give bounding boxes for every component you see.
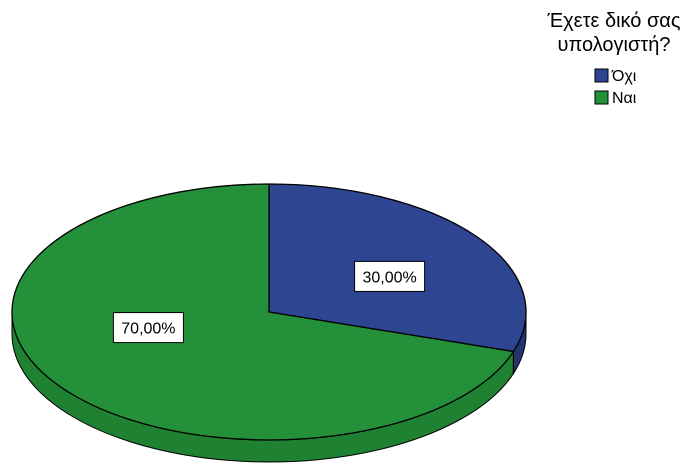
data-label-box-nai: [112, 312, 184, 344]
data-labels: 30,00% 70,00%: [112, 260, 426, 344]
legend-title-line-1: Έχετε δικό σας: [546, 10, 680, 32]
legend-title-line-2: υπολογιστή?: [558, 34, 671, 56]
pie-slice-nai: [11, 183, 515, 441]
pie-group: [11, 183, 527, 463]
legend: Έχετε δικό σας υπολογιστή? Όχι Ναι: [546, 10, 680, 107]
data-label-ochi: 30,00%: [362, 269, 416, 286]
data-label-box-ochi: [354, 260, 426, 292]
legend-swatch-nai: [594, 90, 609, 105]
legend-swatch-ochi: [594, 68, 609, 83]
legend-label-nai: Ναι: [612, 90, 637, 107]
legend-label-ochi: Όχι: [611, 68, 637, 85]
data-label-nai: 70,00%: [121, 321, 175, 338]
